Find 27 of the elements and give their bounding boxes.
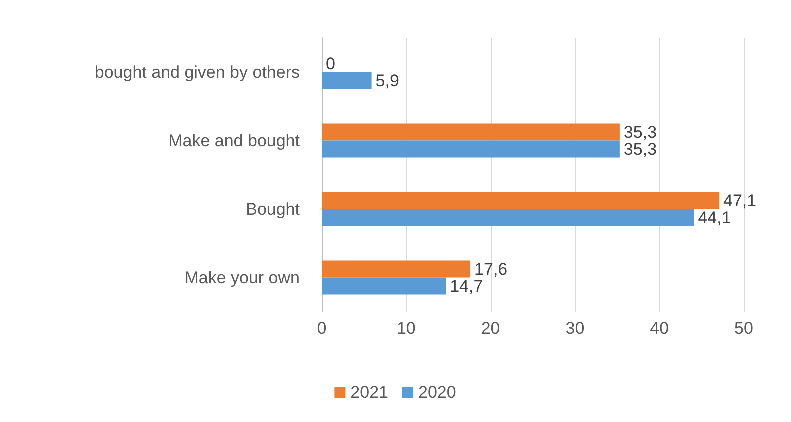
y-tick-label: Bought (246, 200, 300, 219)
x-tick-label: 30 (566, 319, 585, 338)
x-tick-label: 0 (317, 319, 327, 338)
data-label: 14,7 (450, 276, 484, 296)
bar (322, 124, 620, 141)
x-tick-label: 20 (481, 319, 500, 338)
bar (322, 140, 620, 158)
bar (322, 278, 446, 295)
bar (322, 260, 471, 278)
x-tick-label: 10 (396, 319, 416, 338)
bar (322, 209, 694, 226)
data-label: 35,3 (624, 140, 658, 159)
data-label: 47,1 (724, 191, 757, 210)
y-tick-label: Make your own (184, 268, 300, 288)
data-label: 35,3 (624, 122, 658, 142)
y-tick-label: Make and bought (168, 131, 300, 150)
data-label: 0 (326, 54, 336, 74)
data-label: 44,1 (698, 208, 732, 228)
x-tick-label: 40 (650, 319, 670, 338)
bar (322, 192, 720, 210)
legend-label: 2021 (350, 383, 389, 402)
legend-label: 2020 (418, 383, 456, 402)
x-tick-label: 50 (734, 319, 754, 338)
y-tick-label: bought and given by others (94, 62, 300, 82)
data-label: 5,9 (376, 71, 400, 90)
bar (322, 72, 372, 90)
data-label: 17,6 (474, 260, 508, 279)
